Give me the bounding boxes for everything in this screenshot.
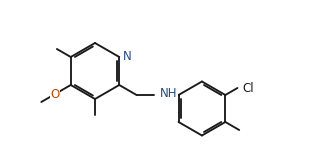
Text: NH: NH [160, 87, 177, 100]
Text: Cl: Cl [243, 81, 254, 95]
Text: N: N [123, 51, 132, 64]
Text: O: O [50, 87, 60, 101]
